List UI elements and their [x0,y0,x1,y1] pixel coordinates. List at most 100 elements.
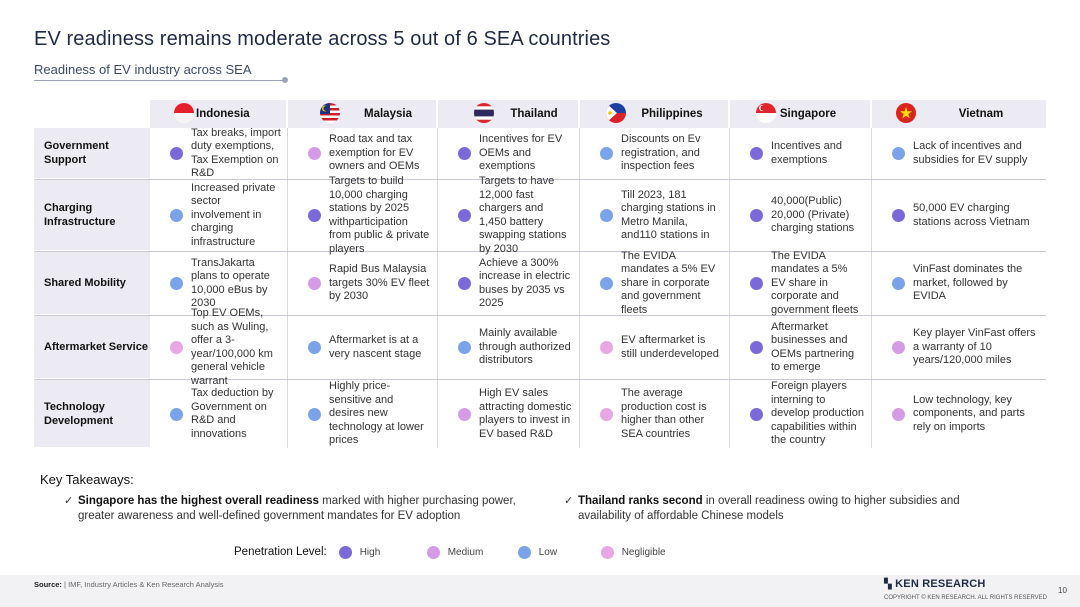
penetration-dot-icon [308,209,321,222]
table-cell: Increased private sector involvement in … [150,180,288,251]
takeaway-bold: Singapore has the highest overall readin… [78,495,319,507]
table-row: Charging Infrastructure Increased private… [34,175,1046,255]
table-cell: Mainly available through authorized dist… [438,316,580,379]
penetration-dot-icon [458,147,471,160]
table-cell: Foreign players interning to develop pro… [730,380,872,448]
cell-text: The EVIDA mandates a 5% EV share in corp… [771,249,859,316]
cell-text: Discounts on Ev registration, and inspec… [621,133,701,173]
cell-text: Top EV OEMs, such as Wuling, offer a 3-y… [191,307,273,387]
subtitle-underline [34,80,284,81]
cell-text: Lack of incentives and subsidies for EV … [913,140,1028,166]
cell-text: Targets to build 10,000 charging station… [329,175,430,255]
table-row: Technology Development Tax deduction by G… [34,380,1046,448]
table-cell: Top EV OEMs, such as Wuling, offer a 3-y… [150,307,288,387]
table-cell: High EV sales attracting domestic player… [438,380,580,448]
legend-dot-icon [600,545,614,559]
subtitle-underline-dot [282,77,288,83]
table-cell: Key player VinFast offers a warranty of … [872,316,1046,379]
penetration-dot-icon [170,277,183,290]
legend-item-negligible: Negligible [600,545,666,559]
penetration-dot-icon [308,277,321,290]
vietnam-flag-icon [896,103,916,123]
penetration-dot-icon [308,407,321,421]
check-icon: ✓ [64,495,74,507]
penetration-dot-icon [458,277,471,290]
cell-text: Achieve a 300% increase in electric buse… [479,256,571,310]
penetration-legend: Penetration Level: High Medium Low Negli… [234,543,666,561]
table-cell: 50,000 EV charging stations across Vietn… [872,180,1046,251]
cell-text: Key player VinFast offers a warranty of … [913,327,1036,367]
country-header-row: Indonesia Malaysia Thailand Philippines … [150,100,1046,128]
penetration-dot-icon [892,407,905,421]
table-cell: Discounts on Ev registration, and inspec… [580,128,730,179]
legend-label: Penetration Level: [234,546,327,558]
row-label: Shared Mobility [34,252,150,315]
legend-item-medium: Medium [426,545,518,559]
penetration-dot-icon [750,407,763,421]
table-cell: Tax breaks, import duty exemptions, Tax … [150,126,288,180]
footer: Source: | IMF, Industry Articles & Ken R… [0,575,1080,607]
indonesia-flag-icon [174,103,194,123]
legend-item-low: Low [517,545,601,559]
source-note: Source: | IMF, Industry Articles & Ken R… [34,580,224,589]
penetration-dot-icon [750,147,763,160]
table-row: Aftermarket Service Top EV OEMs, such as … [34,307,1046,387]
penetration-dot-icon [892,277,905,290]
penetration-dot-icon [458,341,471,354]
table-cell: Till 2023, 181 charging stations in Metr… [580,180,730,251]
malaysia-flag-icon [320,103,340,123]
table-cell: VinFast dominates the market, followed b… [872,252,1046,315]
page-title: EV readiness remains moderate across 5 o… [34,28,611,50]
country-name: Thailand [510,108,558,120]
penetration-dot-icon [600,277,613,290]
brand-logo: ▚ KEN RESEARCH [884,578,986,590]
cell-text: The EVIDA mandates a 5% EV share in corp… [621,249,716,316]
table-cell: The EVIDA mandates a 5% EV share in corp… [730,249,872,316]
cell-text: Till 2023, 181 charging stations in Metr… [621,188,716,242]
penetration-dot-icon [308,341,321,354]
penetration-dot-icon [600,407,613,421]
penetration-dot-icon [600,147,613,160]
table-body: Government Support Tax breaks, import dut… [34,126,1046,448]
legend-dot-icon [517,545,531,559]
country-name: Malaysia [364,108,412,120]
cell-text: 50,000 EV charging stations across Vietn… [913,202,1030,228]
takeaway-text: marked with higher purchasing power, gre… [78,495,516,522]
key-takeaways-title: Key Takeaways: [40,472,134,487]
takeaway-text: in overall readiness owing to higher sub… [578,495,960,522]
table-cell: Targets to build 10,000 charging station… [288,175,438,255]
table-cell: Highly price-sensitive and desires new t… [288,380,438,448]
cell-text: Road tax and tax exemption for EV owners… [329,133,420,173]
country-header-thailand: Thailand [438,100,580,128]
penetration-dot-icon [892,209,905,222]
penetration-dot-icon [458,407,471,421]
readiness-table: Indonesia Malaysia Thailand Philippines … [34,100,1046,450]
page-subtitle: Readiness of EV industry across SEA [34,62,252,77]
table-cell: TransJakarta plans to operate 10,000 eBu… [150,252,288,315]
country-name: Singapore [779,108,837,120]
cell-text: Low technology, key components, and part… [913,393,1025,433]
table-cell: The EVIDA mandates a 5% EV share in corp… [580,249,730,316]
table-cell: Lack of incentives and subsidies for EV … [872,128,1046,179]
cell-text: Increased private sector involvement in … [191,181,276,248]
cell-text: Tax deduction by Government on R&D and i… [191,387,274,440]
philippines-flag-icon [606,103,626,123]
penetration-dot-icon [308,147,321,160]
row-label: Government Support [34,128,150,179]
cell-text: EV aftermarket is still underdeveloped [621,334,719,360]
cell-text: TransJakarta plans to operate 10,000 eBu… [191,256,270,310]
table-cell: Road tax and tax exemption for EV owners… [288,128,438,179]
penetration-dot-icon [170,209,183,222]
penetration-dot-icon [750,341,763,354]
takeaway-item: ✓ Singapore has the highest overall read… [64,494,534,524]
cell-text: Foreign players interning to develop pro… [771,380,864,447]
table-cell: EV aftermarket is still underdeveloped [580,316,730,379]
penetration-dot-icon [750,209,763,222]
check-icon: ✓ [564,495,574,507]
table-cell: Low technology, key components, and part… [872,380,1046,448]
takeaway-bold: Thailand ranks second [578,495,703,507]
penetration-dot-icon [170,341,183,354]
table-row: Government Support Tax breaks, import dut… [34,126,1046,180]
cell-text: Tax breaks, import duty exemptions, Tax … [191,126,281,180]
cell-text: Mainly available through authorized dist… [479,327,571,367]
